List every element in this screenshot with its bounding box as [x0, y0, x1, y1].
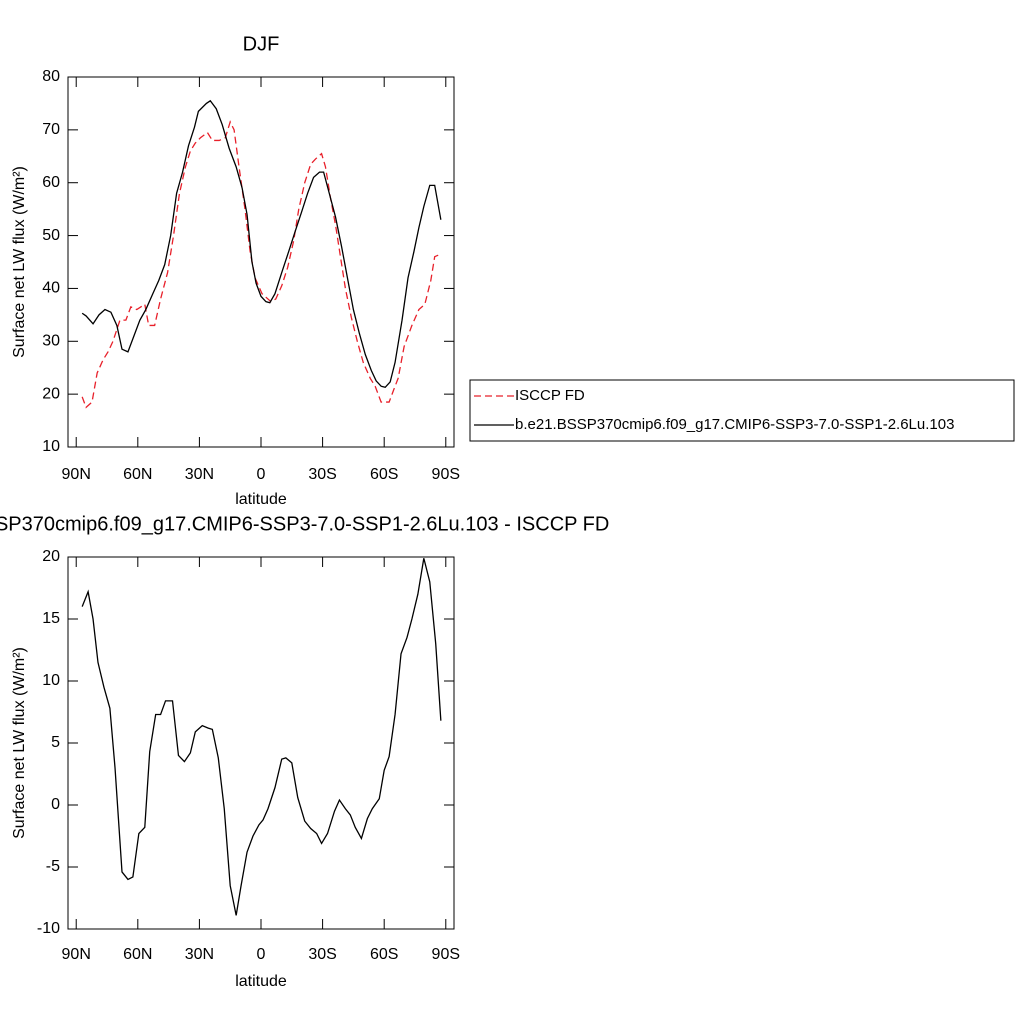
x-axis-title: latitude	[235, 491, 287, 508]
x-tick-label: 30S	[308, 946, 336, 963]
x-tick-label: 30N	[185, 466, 214, 483]
legend: ISCCP FD b.e21.BSSP370cmip6.f09_g17.CMIP6…	[469, 379, 1015, 442]
legend-label: ISCCP FD	[515, 387, 585, 404]
legend-box	[469, 379, 1015, 442]
data-line	[81, 120, 442, 409]
y-tick-label: 20	[42, 385, 60, 402]
data-line	[81, 99, 442, 388]
x-tick-label: 60S	[370, 946, 398, 963]
x-tick-label: 60S	[370, 466, 398, 483]
y-axis-title: Surface net LW flux (W/m²)	[11, 647, 28, 839]
y-tick-label: 60	[42, 174, 60, 191]
x-tick-label: 90N	[62, 946, 91, 963]
x-axis-title: latitude	[235, 973, 287, 990]
y-tick-label: 80	[42, 68, 60, 85]
x-tick-label: 90S	[432, 946, 460, 963]
y-axis-title: Surface net LW flux (W/m²)	[11, 166, 28, 358]
plot-frame	[67, 556, 455, 930]
y-tick-label: 20	[42, 548, 60, 565]
y-tick-label: 10	[42, 672, 60, 689]
y-tick-label: -5	[46, 858, 60, 875]
y-tick-label: 50	[42, 227, 60, 244]
x-tick-label: 90N	[62, 466, 91, 483]
y-tick-label: -10	[37, 920, 60, 937]
plot-frame	[67, 76, 455, 448]
x-tick-label: 0	[257, 466, 266, 483]
x-tick-label: 30S	[308, 466, 336, 483]
x-tick-label: 0	[257, 946, 266, 963]
y-tick-label: 0	[51, 796, 60, 813]
legend-label: b.e21.BSSP370cmip6.f09_g17.CMIP6-SSP3-7.…	[515, 416, 954, 433]
x-tick-label: 60N	[123, 466, 152, 483]
chart-title: DJF	[243, 33, 280, 55]
chart-title: b.e21.BSSP370cmip6.f09_g17.CMIP6-SSP3-7.…	[0, 513, 609, 535]
x-tick-label: 60N	[123, 946, 152, 963]
x-tick-label: 30N	[185, 946, 214, 963]
y-tick-label: 30	[42, 333, 60, 350]
y-tick-label: 5	[51, 734, 60, 751]
y-tick-label: 70	[42, 121, 60, 138]
y-tick-label: 15	[42, 610, 60, 627]
y-tick-label: 40	[42, 280, 60, 297]
y-tick-label: 10	[42, 438, 60, 455]
data-line	[81, 558, 442, 916]
x-tick-label: 90S	[432, 466, 460, 483]
